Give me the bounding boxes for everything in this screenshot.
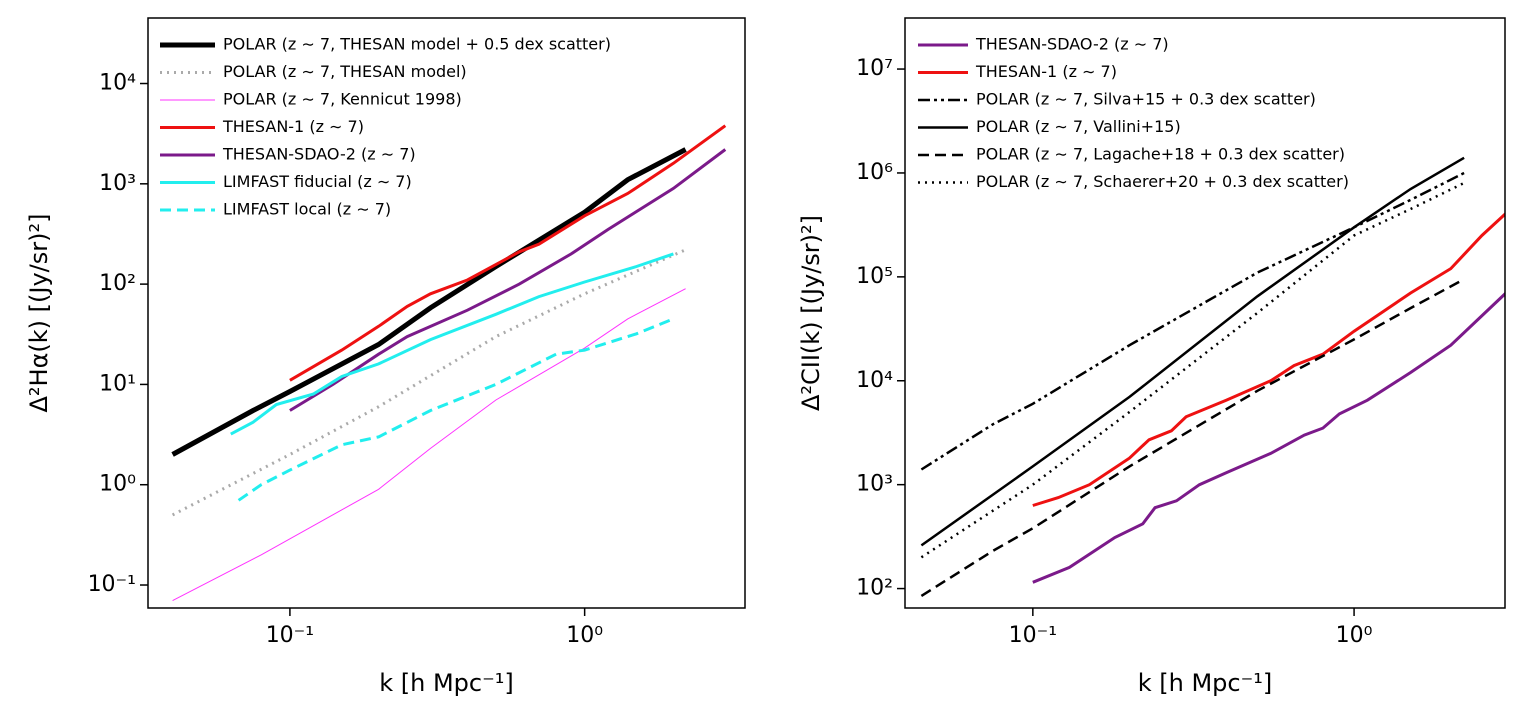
series-line (920, 171, 1465, 471)
legend-label: POLAR (z ∼ 7, Silva+15 + 0.3 dex scatter… (976, 90, 1316, 109)
y-tick-label: 10² (856, 576, 893, 601)
legend-label: THESAN-SDAO-2 (z ∼ 7) (975, 35, 1169, 54)
y-tick-label: 10⁻¹ (88, 572, 136, 597)
plot-frame (904, 17, 1506, 609)
series-line (172, 288, 686, 602)
y-tick-label: 10² (99, 271, 136, 296)
y-tick-label: 10⁰ (99, 472, 136, 497)
legend-label: POLAR (z ∼ 7, THESAN model) (223, 62, 467, 81)
series-line (171, 248, 687, 517)
y-axis-label: Δ²CII(k) [(Jy/sr)²] (797, 215, 825, 411)
series-line (171, 147, 687, 457)
y-tick-label: 10⁶ (856, 160, 893, 185)
series-line (230, 252, 674, 436)
x-axis-label: k [h Mpc⁻¹] (379, 669, 514, 697)
y-tick-label: 10⁴ (99, 71, 136, 96)
y-tick-label: 10⁵ (856, 264, 893, 289)
y-tick-label: 10¹ (99, 371, 136, 396)
series-line (1032, 291, 1505, 584)
series-line (289, 124, 727, 382)
x-axis-label: k [h Mpc⁻¹] (1138, 669, 1273, 697)
y-tick-label: 10³ (856, 472, 893, 497)
legend-label: LIMFAST fiducial (z ∼ 7) (223, 172, 412, 191)
legend-label: LIMFAST local (z ∼ 7) (223, 200, 391, 219)
legend-label: POLAR (z ∼ 7, Vallini+15) (976, 117, 1181, 136)
series-line (1032, 212, 1505, 507)
legend-label: POLAR (z ∼ 7, Lagache+18 + 0.3 dex scatt… (976, 145, 1345, 164)
x-tick-label: 10⁰ (1336, 623, 1373, 648)
y-tick-label: 10⁴ (856, 368, 893, 393)
series-line (289, 148, 727, 412)
y-axis-label: Δ²Hα(k) [(Jy/sr)²] (25, 214, 53, 413)
x-tick-label: 10⁻¹ (266, 623, 314, 648)
legend-label: POLAR (z ∼ 7, THESAN model + 0.5 dex sca… (223, 35, 611, 54)
series-line (920, 278, 1465, 597)
legend-label: THESAN-1 (z ∼ 7) (222, 117, 364, 136)
x-tick-label: 10⁻¹ (1009, 623, 1057, 648)
legend-label: THESAN-1 (z ∼ 7) (975, 62, 1117, 81)
series-line (237, 317, 674, 502)
y-tick-label: 10⁷ (856, 56, 893, 81)
series-line (920, 156, 1465, 547)
series-line (920, 181, 1465, 559)
legend-label: POLAR (z ∼ 7, Schaerer+20 + 0.3 dex scat… (976, 172, 1349, 191)
x-tick-label: 10⁰ (566, 623, 603, 648)
legend-label: THESAN-SDAO-2 (z ∼ 7) (222, 145, 416, 164)
plot-frame (147, 17, 746, 609)
legend-label: POLAR (z ∼ 7, Kennicut 1998) (223, 90, 462, 109)
y-tick-label: 10³ (99, 171, 136, 196)
